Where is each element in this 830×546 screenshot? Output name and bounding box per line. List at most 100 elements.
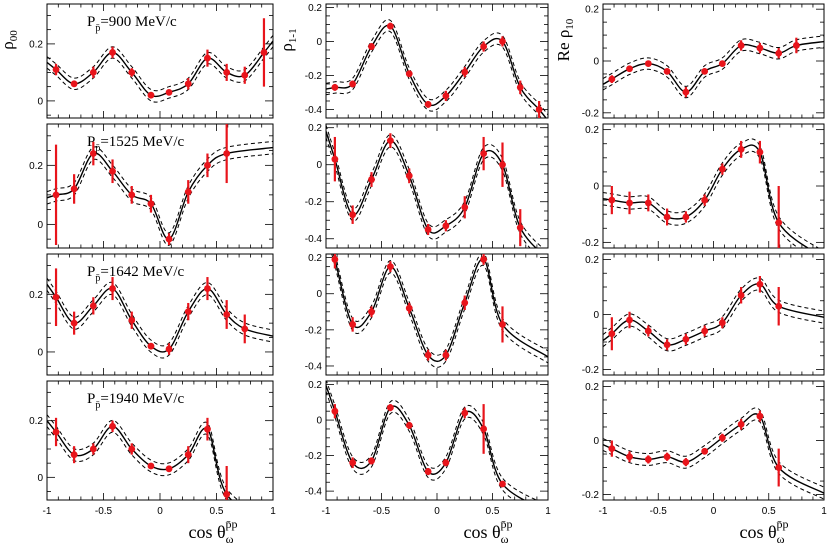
y-axis-label-col2: ρ1-1 xyxy=(277,28,299,51)
x-axis-label-sub: ω xyxy=(501,532,509,546)
fit-band-upper xyxy=(603,407,824,488)
data-point xyxy=(52,191,60,199)
fit-curve xyxy=(603,144,810,248)
y-tick-label: 0.2 xyxy=(585,255,599,266)
data-point xyxy=(128,69,136,76)
data-point xyxy=(405,70,413,78)
x-tick-label: -0.5 xyxy=(373,506,391,517)
momentum-label: Pp̄=1642 MeV/c xyxy=(87,264,185,284)
data-point xyxy=(701,67,709,75)
data-point xyxy=(223,311,231,318)
y-tick-label: 0.2 xyxy=(585,5,599,16)
fit-band-upper xyxy=(326,125,544,248)
fit-band-lower xyxy=(326,391,515,500)
y-tick-label: 0.2 xyxy=(29,290,43,301)
y-axis-label-sub: 00 xyxy=(8,30,20,42)
panel-r2-c3: 0.2 0 -0.2 xyxy=(582,123,825,249)
momentum-label: Pp̄=1525 MeV/c xyxy=(87,134,185,154)
data-point xyxy=(331,407,339,415)
fit-band-upper xyxy=(603,277,824,340)
data-point xyxy=(663,341,671,349)
panel-r1-c1: 0.2 0 Pp̄=900 MeV/c xyxy=(29,3,274,119)
fit-band-upper xyxy=(326,381,538,500)
data-point xyxy=(792,42,800,49)
fit-band-lower xyxy=(47,426,228,500)
data-point xyxy=(480,150,488,158)
fit-curves xyxy=(47,140,273,246)
data-point xyxy=(52,66,60,73)
data-point xyxy=(499,161,506,169)
y-tick-label: 0 xyxy=(37,473,43,484)
momentum-label-value: =1525 MeV/c xyxy=(100,134,184,150)
panel-frame xyxy=(325,253,549,376)
data-point xyxy=(682,335,690,343)
y-tick-label: 0.2 xyxy=(585,125,599,136)
fit-curve xyxy=(603,413,824,494)
data-point xyxy=(349,80,357,88)
data-point xyxy=(184,188,192,196)
data-point xyxy=(109,49,116,56)
x-tick-label: 0 xyxy=(711,506,717,517)
data-point xyxy=(128,445,136,453)
panel-frame xyxy=(325,123,549,249)
x-tick-label: 0.5 xyxy=(210,506,224,517)
data-point xyxy=(626,316,633,324)
x-axis-label: cos θωp̄p xyxy=(188,517,237,546)
data-point xyxy=(644,60,652,67)
data-point xyxy=(223,490,231,498)
y-tick-label: 0 xyxy=(316,416,322,427)
data-point xyxy=(701,447,709,455)
data-point xyxy=(682,213,690,221)
panel-r4-c2: 0.2 0 -0.2 -0.4 -1 -0.5 0 0.5 1 cos θωp̄p xyxy=(305,380,551,546)
fit-band-lower xyxy=(603,289,824,352)
x-tick-label: 1 xyxy=(821,506,827,517)
data-point xyxy=(718,319,726,327)
y-tick-label: -0.2 xyxy=(305,451,323,462)
data-point xyxy=(241,325,249,333)
y-tick-label: -0.2 xyxy=(582,108,600,119)
data-point xyxy=(204,425,211,433)
y-tick-label: -0.4 xyxy=(305,487,323,498)
x-tick-label: 1 xyxy=(270,506,276,517)
data-point xyxy=(424,468,432,475)
data-point xyxy=(737,291,745,299)
data-point xyxy=(204,161,211,169)
data-point xyxy=(386,263,394,271)
panel-frame xyxy=(325,380,549,501)
x-axis-label-main: cos θ xyxy=(739,522,776,542)
data-point xyxy=(331,256,339,263)
data-point xyxy=(128,191,136,199)
y-tick-label: -0.4 xyxy=(305,361,323,372)
data-point xyxy=(70,319,78,327)
data-point xyxy=(626,199,633,207)
y-tick-label: -0.2 xyxy=(305,71,323,82)
fit-curve xyxy=(332,254,548,363)
panel-r2-c2: 0.2 0 -0.2 -0.4 xyxy=(305,123,549,249)
data-point xyxy=(109,422,116,430)
y-tick-label: 0.2 xyxy=(585,382,599,393)
data-point xyxy=(775,219,783,227)
data-point xyxy=(165,88,173,96)
y-tick-label: -0.2 xyxy=(582,490,600,501)
data-point xyxy=(109,285,116,292)
momentum-label-prefix: P xyxy=(87,14,95,30)
x-axis-label-main: cos θ xyxy=(188,522,225,542)
fit-curves xyxy=(326,19,548,118)
y-tick-label: -0.4 xyxy=(305,105,323,116)
fit-curve xyxy=(47,40,273,98)
data-point xyxy=(608,196,616,204)
fit-band-lower xyxy=(603,419,824,500)
data-point xyxy=(260,49,268,56)
data-point xyxy=(386,137,394,145)
data-point xyxy=(480,256,488,263)
y-tick-label: -0.4 xyxy=(305,234,323,245)
data-point xyxy=(682,458,690,466)
data-point xyxy=(756,148,764,156)
x-axis-label-sup: p̄p xyxy=(777,517,789,531)
data-point xyxy=(424,226,432,233)
momentum-label: Pp̄=1940 MeV/c xyxy=(87,391,185,411)
data-point xyxy=(147,462,155,470)
data-point xyxy=(184,451,192,459)
x-axis-label-sub: ω xyxy=(226,532,234,546)
data-point xyxy=(405,422,413,429)
